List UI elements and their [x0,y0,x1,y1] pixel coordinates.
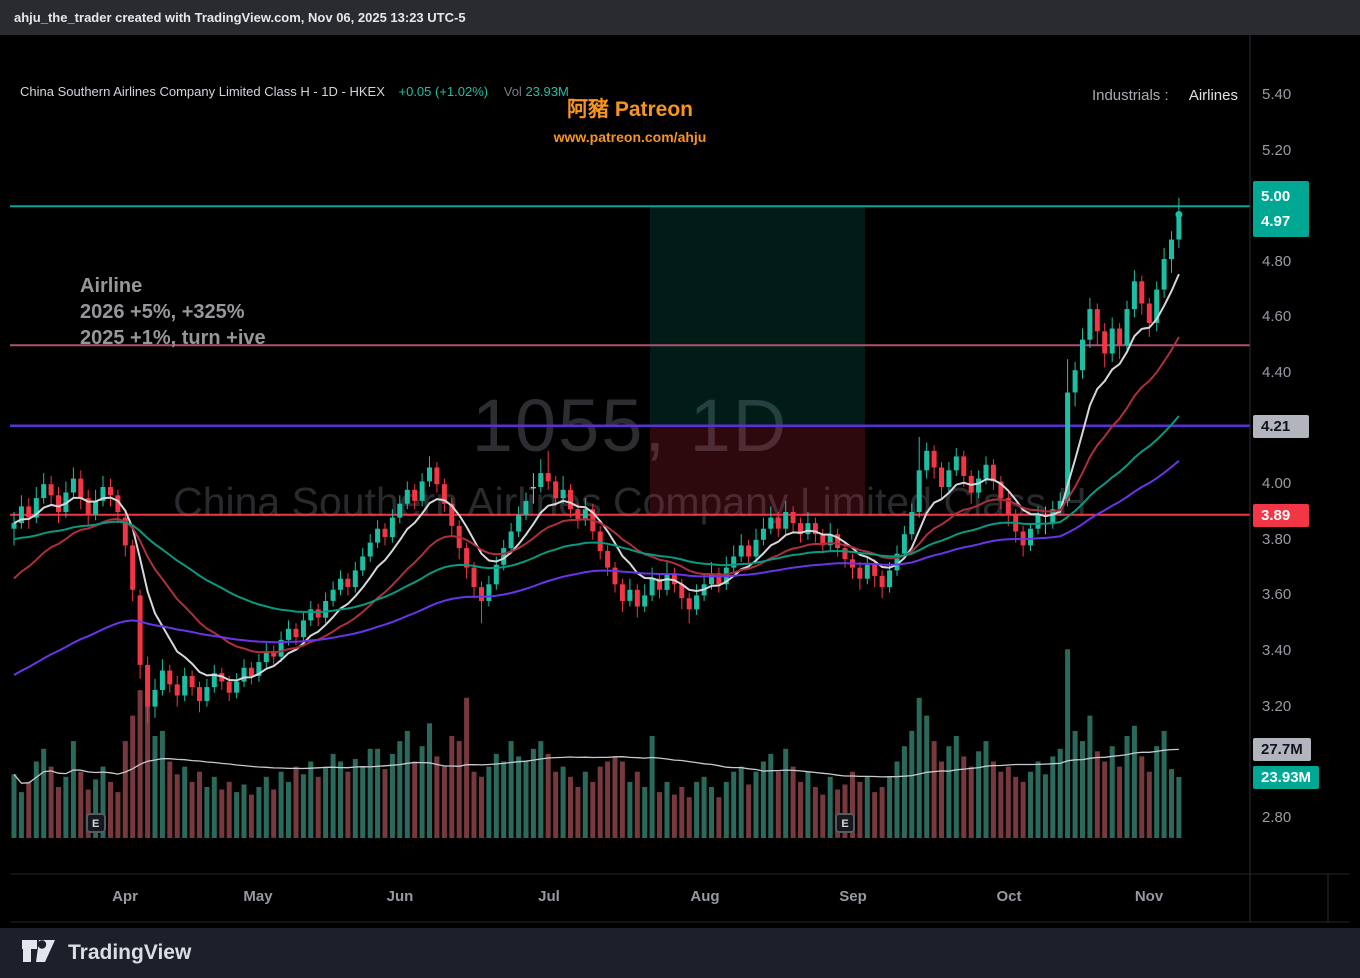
earnings-marker[interactable]: E [835,813,856,833]
sector-row: Industrials : Airlines [1092,87,1238,104]
snapshot-title-bar: ahju_the_trader created with TradingView… [0,0,1360,35]
symbol-description[interactable]: China Southern Airlines Company Limited … [20,84,385,99]
industry-value: Airlines [1188,87,1238,104]
ma-long-line [13,460,1180,676]
ma-fast-line [13,273,1180,682]
symbol-legend[interactable]: China Southern Airlines Company Limited … [20,84,569,99]
trade-note-line1: Airline [80,275,143,297]
pane-borders [10,35,1350,923]
sector-label: Industrials : [1091,87,1169,104]
volume-label: Vol [503,84,522,99]
long-position-projection[interactable] [650,206,865,515]
earnings-marker[interactable]: E [85,813,106,833]
volume-bars [11,649,1182,839]
patreon-title: 阿豬 Patreon [566,98,694,121]
price-volume-chart[interactable] [0,35,1360,928]
last-price-dot [1175,211,1183,218]
patreon-url: www.patreon.com/ahju [553,129,707,145]
trade-note: Airline 2026 +5%, +325% 2025 +1%, turn +… [80,273,266,351]
horizontal-price-lines[interactable] [10,205,1250,516]
volume-ma-line [13,748,1179,784]
tradingview-brand-text[interactable]: TradingView [68,941,192,964]
ma-slow-line [13,415,1180,614]
price-change: +0.05 (+1.02%) [398,84,489,99]
footer-bar: TradingView [0,928,1360,978]
volume-value: 23.93M [525,84,569,99]
chart-pane[interactable]: 1055, 1D China Southern Airlines Company… [0,35,1360,928]
trade-note-line3: 2025 +1%, turn +ive [80,327,266,349]
tradingview-logo-icon[interactable] [22,940,56,966]
trade-note-line2: 2026 +5%, +325% [80,301,245,323]
ma-mid-line [13,336,1180,654]
snapshot-title-text: ahju_the_trader created with TradingView… [14,10,466,25]
